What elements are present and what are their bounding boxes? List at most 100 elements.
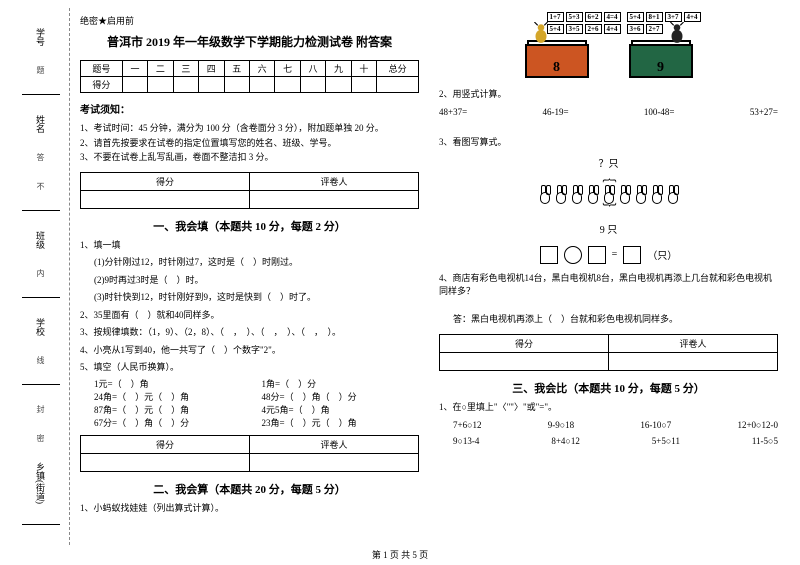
card: 4+4 <box>604 24 621 34</box>
rabbit-icon <box>538 185 552 205</box>
cell: 七 <box>275 61 300 77</box>
dash-label: 不 <box>35 182 46 190</box>
card: 4+4 <box>684 12 701 22</box>
cell: 四 <box>199 61 224 77</box>
notice-head: 考试须知： <box>80 101 419 116</box>
notice-list: 1、考试时间：45 分钟，满分为 100 分（含卷面分 3 分），附加题单独 2… <box>80 120 419 166</box>
sec2-q1: 1、小蚂蚁找娃娃（列出算式计算）。 <box>80 502 419 516</box>
card: 8+1 <box>646 12 663 22</box>
blank-circle[interactable] <box>564 246 582 264</box>
rabbit-icon <box>618 185 632 205</box>
calc: 53+27= <box>750 107 778 117</box>
rabbit-icon <box>570 185 584 205</box>
score-box: 得分评卷人 <box>80 172 419 209</box>
cell: 得分 <box>81 172 250 190</box>
field-line <box>22 210 60 211</box>
q5-cell: 67分=（ ）角（ ）分 <box>94 416 252 429</box>
cell: 评卷人 <box>250 435 419 453</box>
cards-b: 5+4 8+1 3+7 4+4 3+6 2+7 <box>627 12 707 34</box>
unknown-label: ？只 <box>439 155 778 170</box>
rabbit-icon <box>634 185 648 205</box>
sec2-q4: 4、商店有彩色电视机14台，黑白电视机8台，黑白电视机再添上几台就和彩色电视机同… <box>439 272 778 299</box>
cmp-row2: 9○13-4 8+4○12 5+5○11 11-5○5 <box>439 436 778 446</box>
rabbit-icon <box>602 185 616 205</box>
cell: 得分 <box>440 335 609 353</box>
cell: 得分 <box>81 435 250 453</box>
blank-square[interactable] <box>588 246 606 264</box>
q5-cell: 24角=（ ）元（ ）角 <box>94 390 252 403</box>
sec2-q3: 3、看图写算式。 <box>439 136 778 150</box>
card: 2+7 <box>646 24 663 34</box>
sec2-q2: 2、用竖式计算。 <box>439 88 778 102</box>
cmp: 11-5○5 <box>752 436 778 446</box>
calc: 100-48= <box>644 107 675 117</box>
field-school: 学校 <box>34 318 47 336</box>
ant-box-b: 5+4 8+1 3+7 4+4 3+6 2+7 9 <box>629 44 693 78</box>
q2: 2、35里面有（ ）就和40同样多。 <box>80 309 419 323</box>
cmp: 8+4○12 <box>551 436 580 446</box>
section-title-2: 二、我会算（本题共 20 分，每题 5 分） <box>80 481 419 497</box>
cell: 评卷人 <box>609 335 778 353</box>
cell: 九 <box>326 61 351 77</box>
card: 5+3 <box>566 12 583 22</box>
exam-title: 普洱市 2019 年一年级数学下学期能力检测试卷 附答案 <box>80 33 419 50</box>
dash-label: 内 <box>35 269 46 277</box>
notice-item: 2、请首先按要求在试卷的指定位置填写您的姓名、班级、学号。 <box>80 137 419 150</box>
cell: 题号 <box>81 61 123 77</box>
table-row: 题号 一 二 三 四 五 六 七 八 九 十 总分 <box>81 61 419 77</box>
cmp: 12+0○12-0 <box>737 420 778 430</box>
equals: = <box>612 249 618 260</box>
q5-cell: 1元=（ ）角 <box>94 377 252 390</box>
cell: 一 <box>122 61 147 77</box>
card: 3+5 <box>566 24 583 34</box>
cell: 八 <box>300 61 325 77</box>
calc: 48+37= <box>439 107 467 117</box>
section-title-1: 一、我会填（本题共 10 分，每题 2 分） <box>80 218 419 234</box>
q5-cell: 1角=（ ）分 <box>262 377 420 390</box>
calc: 46-19= <box>543 107 569 117</box>
blank-square[interactable] <box>540 246 558 264</box>
section-title-3: 三、我会比（本题共 10 分，每题 5 分） <box>439 380 778 396</box>
cmp: 9○13-4 <box>453 436 479 446</box>
cell: 评卷人 <box>250 172 419 190</box>
field-name: 姓名 <box>34 115 47 133</box>
cell: 得分 <box>81 77 123 93</box>
dash-label: 题 <box>35 66 46 74</box>
q1b: (2)9时再过3时是（ ）时。 <box>80 274 419 288</box>
field-line <box>22 384 60 385</box>
q5-grid: 1元=（ ）角1角=（ ）分 24角=（ ）元（ ）角48分=（ ）角（ ）分 … <box>80 377 419 429</box>
sec2-q4a: 答：黑白电视机再添上（ ）台就和彩色电视机同样多。 <box>439 313 778 327</box>
cmp: 5+5○11 <box>652 436 680 446</box>
cmp-row1: 7+6○12 9-9○18 16-10○7 12+0○12-0 <box>439 420 778 430</box>
cell: 二 <box>148 61 173 77</box>
field-line <box>22 94 60 95</box>
cards-a: 1+7 5+3 6+2 4=4 5+4 3+5 2+6 4+4 <box>547 12 627 34</box>
card: 3+6 <box>627 24 644 34</box>
table-row: 得分 <box>81 77 419 93</box>
blank-square[interactable] <box>623 246 641 264</box>
score-box: 得分评卷人 <box>80 435 419 472</box>
card: 6+2 <box>585 12 602 22</box>
box-number: 9 <box>657 60 664 76</box>
unit-label: （只） <box>647 247 677 262</box>
card: 4=4 <box>604 12 621 22</box>
q5-head: 5、填空（人民币换算）。 <box>80 361 419 375</box>
score-header-table: 题号 一 二 三 四 五 六 七 八 九 十 总分 得分 <box>80 60 419 93</box>
cmp: 9-9○18 <box>548 420 574 430</box>
rabbit-icon <box>666 185 680 205</box>
exam-page: 学号 题 姓名 答 不 班级 内 学校 线 封 密 乡镇(街道) 绝密★启用前 … <box>0 0 800 565</box>
count-label: 9 只 <box>439 221 778 236</box>
notice-item: 3、不要在试卷上乱写乱画，卷面不整洁扣 3 分。 <box>80 151 419 164</box>
secret-label: 绝密★启用前 <box>80 14 419 27</box>
notice-item: 1、考试时间：45 分钟，满分为 100 分（含卷面分 3 分），附加题单独 2… <box>80 122 419 135</box>
card: 5+4 <box>627 12 644 22</box>
rabbit-row <box>439 185 778 205</box>
field-district: 乡镇(街道) <box>34 462 47 504</box>
ant-box-a: 1+7 5+3 6+2 4=4 5+4 3+5 2+6 4+4 8 <box>525 44 589 78</box>
q1-head: 1、填一填 <box>80 239 419 253</box>
field-number: 学号 <box>34 28 47 46</box>
q5-cell: 4元5角=（ ）角 <box>262 403 420 416</box>
q1a: (1)分针刚过12，时针刚过7，这时是（ ）时刚过。 <box>80 256 419 270</box>
brace-top: ︷ <box>439 174 778 182</box>
score-box: 得分评卷人 <box>439 334 778 371</box>
